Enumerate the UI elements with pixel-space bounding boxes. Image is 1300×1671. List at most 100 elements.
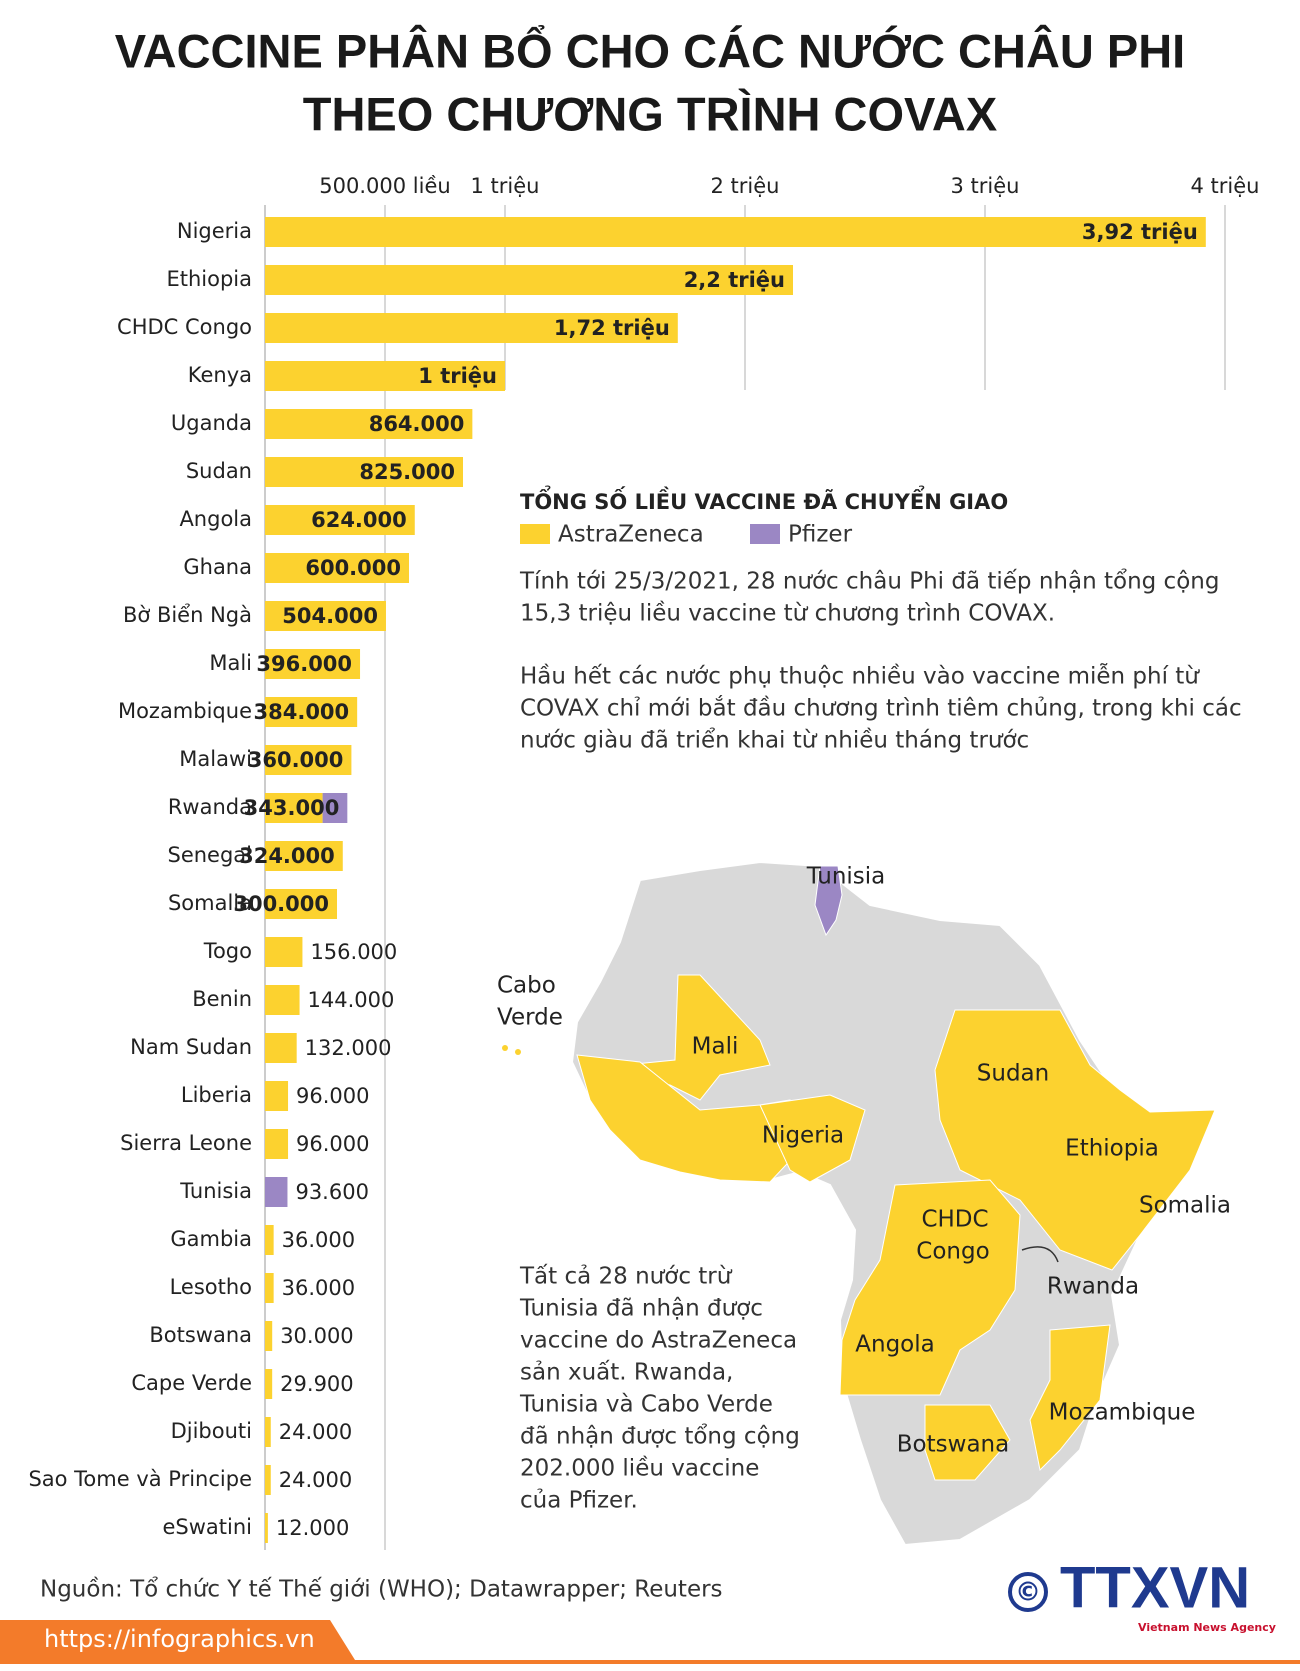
- bar: [265, 1033, 297, 1063]
- note-line: 202.000 liều vaccine: [520, 1456, 759, 1482]
- bar: [265, 1273, 274, 1303]
- cabo-verde: [502, 1045, 508, 1051]
- y-tick-label: Sierra Leone: [120, 1131, 252, 1155]
- map-label: Congo: [916, 1239, 989, 1265]
- congo-angola: [839, 1179, 1021, 1396]
- value-label: 384.000: [254, 700, 350, 724]
- bar: [265, 841, 343, 871]
- bar: [265, 889, 337, 919]
- note-line: COVAX chỉ mới bắt đầu chương trình tiêm …: [520, 695, 1242, 722]
- title-line: VACCINE PHÂN BỔ CHO CÁC NƯỚC CHÂU PHI: [115, 24, 1185, 77]
- bar: [265, 649, 361, 679]
- footer-band: [0, 1660, 1300, 1664]
- sudan-ethiopia-somalia: [934, 1009, 1216, 1271]
- value-label: 36.000: [282, 1228, 355, 1252]
- map-label: Mozambique: [1049, 1400, 1196, 1426]
- copyright: ©: [1015, 1578, 1041, 1608]
- value-label: 360.000: [248, 748, 344, 772]
- value-label: 144.000: [308, 988, 395, 1012]
- bar: [265, 1177, 288, 1207]
- value-label: 300.000: [233, 892, 329, 916]
- value-label: 96.000: [296, 1084, 369, 1108]
- agency: Vietnam News Agency: [1138, 1621, 1276, 1634]
- value-label: 324.000: [239, 844, 335, 868]
- y-tick-label: Somalia: [168, 891, 252, 915]
- map-label: CHDC: [921, 1207, 988, 1233]
- y-tick-label: Djibouti: [171, 1419, 252, 1443]
- mozambique: [1029, 1324, 1111, 1472]
- x-tick-label: 4 triệu: [1191, 174, 1260, 198]
- bar: [265, 985, 300, 1015]
- y-tick-label: Nam Sudan: [130, 1035, 252, 1059]
- map-label: Sudan: [977, 1061, 1049, 1087]
- botswana: [924, 1404, 1011, 1481]
- value-label: 600.000: [305, 556, 401, 580]
- note-line: sản xuất. Rwanda,: [520, 1360, 733, 1386]
- map-label: Rwanda: [1047, 1274, 1139, 1300]
- y-tick-label: Lesotho: [170, 1275, 252, 1299]
- legend-swatch: [520, 524, 550, 544]
- legend-swatch: [750, 524, 780, 544]
- note-line: 15,3 triệu liều vaccine từ chương trình …: [520, 601, 1055, 627]
- x-tick-label: 500.000 liều: [319, 174, 450, 198]
- bar: [265, 1369, 273, 1399]
- value-label: 343.000: [244, 796, 340, 820]
- y-tick-label: Cape Verde: [131, 1371, 252, 1395]
- value-label: 396.000: [256, 652, 352, 676]
- bar: [265, 937, 303, 967]
- y-tick-label: Malawi: [179, 747, 252, 771]
- y-tick-label: Bờ Biển Ngà: [123, 603, 252, 627]
- y-tick-label: Angola: [179, 507, 252, 531]
- value-label: 1 triệu: [418, 364, 497, 388]
- value-label: 12.000: [276, 1516, 349, 1540]
- value-label: 2,2 triệu: [684, 268, 785, 292]
- legend-title: TỔNG SỐ LIỀU VACCINE ĐÃ CHUYỂN GIAO: [520, 485, 1008, 514]
- value-label: 24.000: [279, 1420, 352, 1444]
- map-label: Verde: [497, 1005, 563, 1031]
- note-line: của Pfizer.: [520, 1488, 638, 1514]
- rwanda-arrow: [1021, 1246, 1059, 1263]
- value-label: 624.000: [311, 508, 407, 532]
- note-line: Tính tới 25/3/2021, 28 nước châu Phi đã …: [519, 569, 1219, 595]
- y-tick-label: Uganda: [171, 411, 252, 435]
- bar: [265, 505, 415, 535]
- africa-map: Tunisia Cabo Verde Mali Sudan Nigeria Ethiopia…: [497, 860, 1231, 1547]
- y-tick-label: Senegal: [167, 843, 252, 867]
- value-label: 864.000: [369, 412, 465, 436]
- bar: [265, 745, 352, 775]
- y-tick-label: Nigeria: [177, 219, 252, 243]
- tunisia: [814, 865, 843, 937]
- y-tick-label: Mozambique: [118, 699, 252, 723]
- source: Nguồn: Tổ chức Y tế Thế giới (WHO); Data…: [40, 1577, 723, 1603]
- value-label: 24.000: [279, 1468, 352, 1492]
- url: https://infographics.vn: [44, 1625, 315, 1653]
- y-tick-label: Ghana: [183, 555, 252, 579]
- bar: [265, 265, 793, 295]
- y-tick-label: Ethiopia: [166, 267, 252, 291]
- bar: [265, 793, 323, 823]
- map-label: Cabo: [497, 973, 556, 999]
- map-label: Ethiopia: [1065, 1136, 1159, 1162]
- y-tick-label: Benin: [192, 987, 252, 1011]
- value-label: 30.000: [280, 1324, 353, 1348]
- logo: TTXVN: [1060, 1555, 1250, 1620]
- bar: [265, 1081, 289, 1111]
- y-tick-label: Togo: [203, 939, 252, 963]
- y-tick-label: eSwatini: [162, 1515, 252, 1539]
- y-tick-label: Rwanda: [168, 795, 252, 819]
- note-line: Tunisia và Cabo Verde: [519, 1392, 773, 1418]
- bar: [265, 457, 463, 487]
- bar: [265, 217, 1206, 247]
- bar: [265, 1465, 271, 1495]
- note-line: nước giàu đã triển khai từ nhiều tháng t…: [520, 728, 1029, 754]
- url-pill: [0, 1620, 355, 1660]
- note-line: vaccine do AstraZeneca: [520, 1328, 797, 1354]
- footer: Nguồn: Tổ chức Y tế Thế giới (WHO); Data…: [0, 1555, 1300, 1664]
- x-tick-label: 1 triệu: [471, 174, 540, 198]
- y-tick-label: Sudan: [186, 459, 252, 483]
- bar: [322, 793, 348, 823]
- y-tick-label: Tunisia: [179, 1179, 252, 1203]
- bar: [265, 313, 678, 343]
- map-label: Angola: [855, 1332, 934, 1358]
- value-label: 504.000: [282, 604, 378, 628]
